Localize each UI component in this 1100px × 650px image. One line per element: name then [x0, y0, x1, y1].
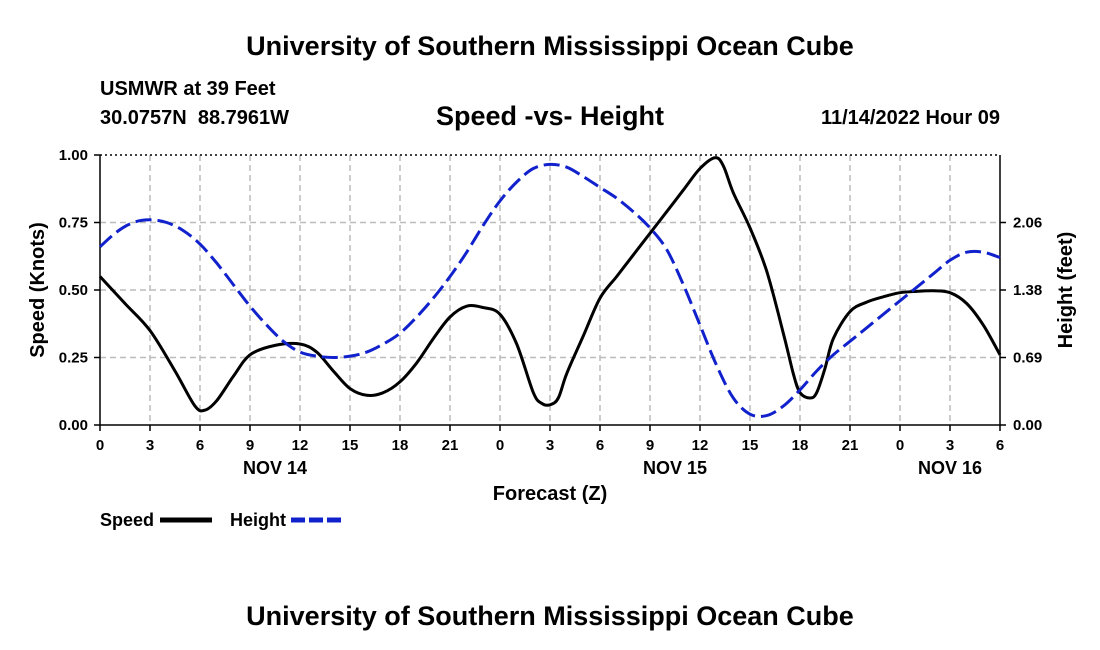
- x-tick-label: 9: [246, 437, 254, 454]
- y2-tick-label: 2.06: [1013, 215, 1042, 232]
- date-label: NOV 15: [643, 458, 707, 478]
- y-tick-label: 1.00: [59, 147, 88, 164]
- y-tick-label: 0.25: [59, 350, 88, 367]
- station-name: USMWR at 39 Feet: [100, 78, 276, 100]
- y2-tick-label: 0.69: [1013, 350, 1042, 367]
- grid: [100, 154, 1000, 425]
- x-tick-label: 6: [596, 437, 604, 454]
- station-coords: 30.0757N 88.7961W: [100, 107, 289, 129]
- x-tick-label: 21: [842, 437, 859, 454]
- x-tick-label: 15: [742, 437, 759, 454]
- x-tick-label: 0: [96, 437, 104, 454]
- x-tick-label: 0: [896, 437, 904, 454]
- x-tick-label: 0: [496, 437, 504, 454]
- x-tick-label: 12: [292, 437, 309, 454]
- axis-labels: 0 3 6 9 12 15 18 21 0 3 6 9 12 15 18 21 0 3 6 NOV 14 NOV 15 N…: [59, 147, 1042, 478]
- y2-tick-label: 1.38: [1013, 282, 1042, 299]
- axes: [94, 154, 1006, 431]
- legend-height-label: Height: [230, 510, 286, 530]
- series-height-line: [98, 162, 1001, 418]
- main-title: University of Southern Mississippi Ocean…: [246, 31, 854, 61]
- run-label: 11/14/2022 Hour 09: [821, 107, 1000, 129]
- legend: Speed Height: [100, 510, 343, 530]
- y-tick-label: 0.00: [59, 417, 88, 434]
- date-label: NOV 14: [243, 458, 307, 478]
- legend-speed-label: Speed: [100, 510, 154, 530]
- chart-title: Speed -vs- Height: [436, 101, 664, 131]
- x-tick-label: 15: [342, 437, 359, 454]
- footer-title: University of Southern Mississippi Ocean…: [246, 601, 854, 631]
- x-axis-title: Forecast (Z): [493, 483, 607, 505]
- x-tick-label: 18: [792, 437, 809, 454]
- x-tick-label: 3: [546, 437, 554, 454]
- y2-tick-label: 0.00: [1013, 417, 1042, 434]
- x-tick-label: 6: [196, 437, 204, 454]
- x-tick-label: 3: [946, 437, 954, 454]
- y-tick-label: 0.75: [59, 215, 88, 232]
- y-tick-label: 0.50: [59, 282, 88, 299]
- x-tick-label: 3: [146, 437, 154, 454]
- date-label: NOV 16: [918, 458, 982, 478]
- series-speed-line: [98, 156, 1002, 413]
- x-tick-label: 9: [646, 437, 654, 454]
- x-tick-label: 6: [996, 437, 1004, 454]
- y2-axis-title: Height (feet): [1055, 232, 1077, 349]
- y-axis-title: Speed (Knots): [27, 222, 49, 358]
- x-tick-label: 12: [692, 437, 709, 454]
- x-tick-label: 21: [442, 437, 459, 454]
- x-tick-label: 18: [392, 437, 409, 454]
- series-lines: [98, 156, 1002, 418]
